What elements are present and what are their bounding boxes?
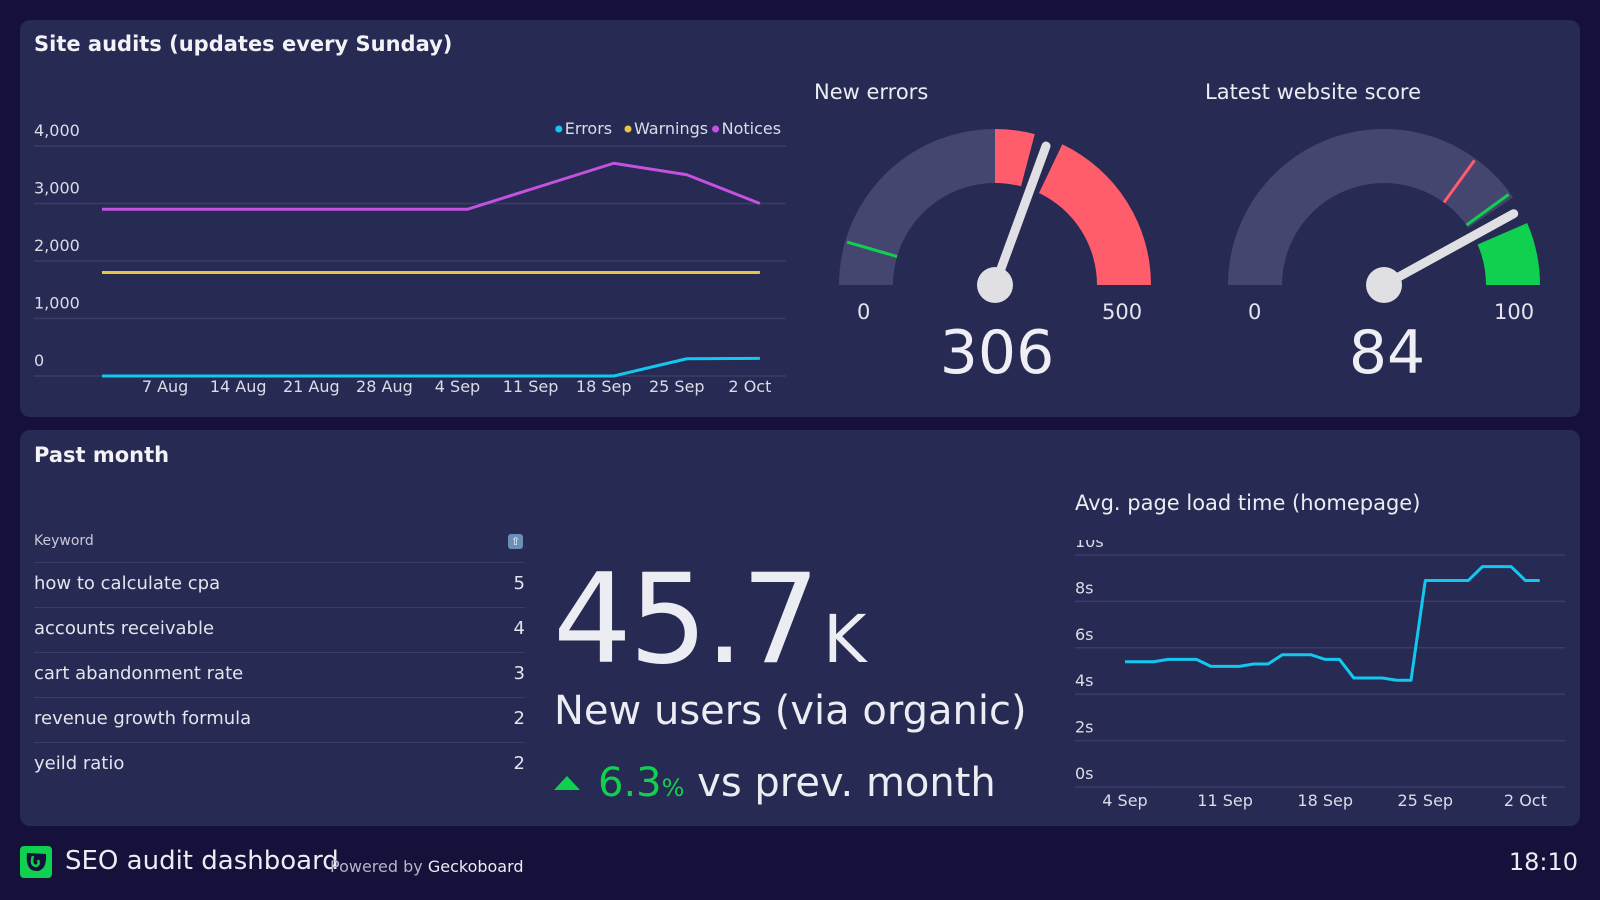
keyword-count: 4 xyxy=(513,618,525,639)
keyword-text: revenue growth formula xyxy=(34,708,252,729)
new-errors-value: 306 xyxy=(939,318,1055,388)
keyword-row: revenue growth formula 2 xyxy=(34,697,525,742)
powered-by: Powered by Geckoboard xyxy=(330,857,524,876)
keyword-text: yeild ratio xyxy=(34,753,125,774)
new-users-change: 6.3% vs prev. month xyxy=(554,760,996,806)
keyword-text: how to calculate cpa xyxy=(34,573,221,594)
keyword-row: how to calculate cpa 5 xyxy=(34,562,525,607)
load-time-line-chart: 10s 8s 6s 4s 2s 0s 4 Sep 11 Sep 18 Sep 25 Sep 2 Oc… xyxy=(1075,540,1565,810)
gauge-red-band xyxy=(995,129,1035,187)
x-tick-label: 18 Sep xyxy=(576,377,632,396)
gauge-needle xyxy=(990,141,1051,290)
website-score-gauge xyxy=(1228,128,1540,303)
keyword-text: accounts receivable xyxy=(34,618,215,639)
legend-label: Warnings xyxy=(634,120,708,138)
sort-up-icon[interactable]: ⇧ xyxy=(508,534,523,549)
change-text: vs prev. month xyxy=(697,760,996,806)
gauge-track xyxy=(839,129,995,285)
x-tick-label: 18 Sep xyxy=(1297,791,1353,810)
past-month-title: Past month xyxy=(34,443,170,467)
site-audits-line-chart: 4,000 3,000 2,000 1,000 0 7 Aug 14 Aug 21 Aug 28… xyxy=(34,120,786,396)
legend-dot xyxy=(624,125,632,133)
y-tick-label: 8s xyxy=(1075,578,1094,597)
x-tick-label: 14 Aug xyxy=(210,377,267,396)
y-tick-label: 1,000 xyxy=(34,294,80,313)
gauge-green-band xyxy=(1477,223,1540,285)
x-tick-label: 7 Aug xyxy=(142,377,189,396)
y-tick-label: 6s xyxy=(1075,625,1094,644)
legend-label: Notices xyxy=(722,120,781,138)
x-tick-label: 4 Sep xyxy=(1102,791,1147,810)
y-tick-label: 0 xyxy=(34,351,44,370)
keyword-column-header: Keyword xyxy=(34,533,94,549)
gauge-green-marker xyxy=(1465,193,1510,227)
load-time-line xyxy=(1125,565,1540,682)
website-score-value: 84 xyxy=(1348,318,1426,388)
keyword-text: cart abandonment rate xyxy=(34,663,244,684)
keyword-row: accounts receivable 4 xyxy=(34,607,525,652)
geckoboard-logo-icon xyxy=(20,846,52,878)
x-tick-label: 2 Oct xyxy=(728,377,771,396)
new-errors-title: New errors xyxy=(814,80,929,104)
change-unit: % xyxy=(661,774,685,802)
new-users-suffix: K xyxy=(823,601,867,678)
y-tick-label: 0s xyxy=(1075,764,1094,783)
change-value: 6.3 xyxy=(598,760,662,806)
y-tick-label: 2s xyxy=(1075,718,1094,737)
gauge-needle-hub xyxy=(977,267,1013,303)
gauge-red-marker xyxy=(1442,159,1476,204)
new-errors-min-label: 0 xyxy=(857,300,871,324)
dashboard-title: SEO audit dashboard xyxy=(65,846,339,876)
x-tick-label: 28 Aug xyxy=(356,377,413,396)
x-tick-label: 2 Oct xyxy=(1504,791,1547,810)
y-tick-label: 10s xyxy=(1075,540,1104,551)
powered-brand: Geckoboard xyxy=(427,857,524,876)
load-time-title: Avg. page load time (homepage) xyxy=(1075,491,1421,515)
keyword-count: 2 xyxy=(513,708,525,729)
legend-label: Errors xyxy=(565,120,612,138)
gauge-needle xyxy=(1379,209,1519,290)
legend-dot xyxy=(555,125,563,133)
keyword-count: 2 xyxy=(513,753,525,774)
site-audits-title: Site audits (updates every Sunday) xyxy=(34,32,453,56)
gauge-marker xyxy=(846,240,898,258)
website-score-title: Latest website score xyxy=(1205,80,1422,104)
website-score-min-label: 0 xyxy=(1248,300,1262,324)
website-score-max-label: 100 xyxy=(1494,300,1535,324)
x-tick-label: 21 Aug xyxy=(283,377,340,396)
y-tick-label: 3,000 xyxy=(34,179,80,198)
clock: 18:10 xyxy=(1508,848,1578,876)
x-tick-label: 11 Sep xyxy=(503,377,559,396)
gauge-red-band xyxy=(1039,144,1151,285)
keyword-count: 5 xyxy=(513,573,525,594)
y-tick-label: 4s xyxy=(1075,671,1094,690)
legend-dot xyxy=(712,125,720,133)
new-errors-gauge xyxy=(839,129,1151,303)
x-tick-label: 25 Sep xyxy=(1397,791,1453,810)
series-line-notices xyxy=(102,161,761,211)
gauge-track xyxy=(1228,128,1514,285)
keyword-row: cart abandonment rate 3 xyxy=(34,652,525,697)
new-users-number: 45.7K xyxy=(553,548,866,692)
series-line-errors xyxy=(102,356,760,378)
site-audits-panel xyxy=(20,20,1580,417)
trend-up-icon xyxy=(554,776,580,790)
new-errors-max-label: 500 xyxy=(1102,300,1143,324)
gauge-needle-hub xyxy=(1366,267,1402,303)
keyword-count: 3 xyxy=(513,663,525,684)
powered-prefix: Powered by xyxy=(330,857,423,876)
new-users-value: 45.7 xyxy=(553,548,820,692)
y-tick-label: 2,000 xyxy=(34,236,80,255)
y-tick-label: 4,000 xyxy=(34,121,80,140)
x-tick-label: 11 Sep xyxy=(1197,791,1253,810)
keyword-row: yeild ratio 2 xyxy=(34,742,525,787)
x-tick-label: 4 Sep xyxy=(435,377,480,396)
past-month-panel xyxy=(20,430,1580,826)
new-users-label: New users (via organic) xyxy=(554,688,1027,734)
x-tick-label: 25 Sep xyxy=(649,377,705,396)
